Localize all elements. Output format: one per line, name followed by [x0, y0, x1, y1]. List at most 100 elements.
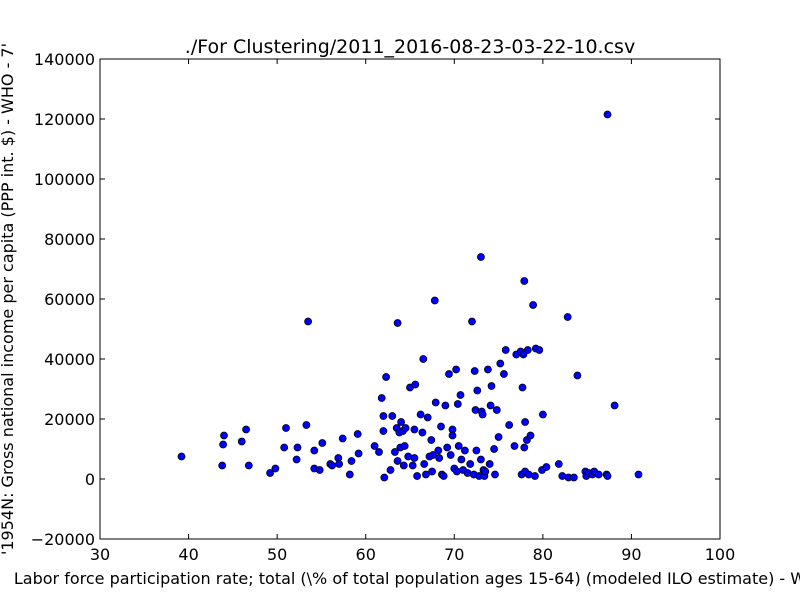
- data-point: [400, 442, 409, 450]
- data-point: [413, 472, 422, 480]
- data-point: [518, 383, 527, 392]
- data-point: [492, 406, 501, 414]
- data-points: [177, 110, 643, 482]
- data-point: [421, 470, 430, 479]
- data-point: [610, 401, 619, 410]
- x-tick-label: 50: [267, 545, 287, 564]
- data-point: [594, 470, 603, 479]
- data-point: [427, 436, 436, 444]
- data-point: [377, 394, 386, 402]
- data-point: [520, 277, 529, 285]
- data-point: [390, 448, 399, 456]
- data-point: [483, 365, 492, 374]
- data-point: [439, 472, 448, 480]
- x-tick-label: 80: [533, 545, 553, 564]
- data-point: [485, 460, 494, 468]
- data-point: [448, 431, 457, 440]
- data-point: [338, 434, 347, 443]
- data-point: [411, 380, 420, 389]
- data-point: [443, 443, 452, 452]
- data-point: [437, 422, 445, 431]
- data-point: [470, 367, 479, 375]
- data-point: [428, 467, 437, 476]
- data-point: [370, 442, 379, 450]
- data-point: [282, 424, 290, 432]
- data-point: [379, 427, 388, 435]
- data-point: [481, 467, 490, 476]
- chart-title: ./For Clustering/2011_2016-08-23-03-22-1…: [185, 36, 635, 58]
- x-tick-label: 90: [621, 545, 641, 564]
- data-point: [472, 446, 481, 455]
- data-point: [431, 398, 440, 407]
- data-point: [244, 461, 253, 470]
- x-tick-label: 70: [444, 545, 464, 564]
- data-point: [473, 386, 482, 395]
- data-point: [456, 391, 465, 399]
- data-point: [292, 455, 301, 464]
- data-point: [219, 440, 228, 449]
- data-point: [380, 473, 389, 482]
- data-point: [386, 466, 395, 474]
- data-point: [328, 461, 337, 470]
- data-point: [318, 439, 327, 447]
- x-tick-label: 40: [178, 545, 198, 564]
- data-point: [446, 451, 455, 459]
- data-point: [397, 418, 406, 426]
- data-point: [531, 472, 539, 480]
- data-point: [435, 454, 444, 462]
- data-point: [445, 370, 453, 378]
- data-point: [521, 418, 529, 426]
- data-point: [487, 382, 496, 390]
- data-point: [315, 466, 324, 474]
- data-point: [388, 412, 397, 420]
- data-point: [491, 470, 499, 479]
- data-point: [634, 470, 643, 479]
- data-point: [494, 433, 503, 441]
- x-axis-label: Labor force participation rate; total (\…: [14, 569, 800, 588]
- x-tick-label: 30: [90, 545, 110, 564]
- y-axis-label: '1954N: Gross national income per capita…: [0, 43, 17, 555]
- y-tick-label: 100000: [34, 170, 95, 189]
- data-point: [520, 443, 529, 452]
- data-point: [220, 431, 228, 440]
- data-point: [408, 461, 417, 470]
- data-point: [476, 455, 485, 464]
- y-tick-label: −20000: [31, 530, 95, 549]
- data-point: [293, 443, 302, 452]
- data-point: [419, 355, 428, 363]
- data-point: [430, 296, 439, 305]
- data-point: [302, 421, 311, 429]
- data-point: [529, 301, 537, 309]
- data-point: [573, 371, 582, 380]
- data-point: [441, 401, 450, 410]
- data-point: [177, 452, 186, 461]
- data-point: [280, 443, 289, 452]
- data-point: [496, 359, 505, 368]
- data-point: [499, 370, 508, 378]
- data-point: [310, 446, 319, 455]
- data-point: [466, 460, 475, 468]
- data-point: [510, 442, 519, 450]
- data-point: [335, 460, 344, 468]
- data-point: [416, 410, 425, 419]
- data-point: [454, 442, 463, 450]
- data-point: [237, 437, 246, 446]
- data-point: [457, 455, 466, 464]
- x-tick-label: 60: [356, 545, 376, 564]
- data-point: [486, 401, 495, 410]
- data-point: [393, 319, 402, 327]
- data-point: [452, 365, 461, 374]
- data-point: [554, 460, 563, 468]
- data-point: [490, 445, 499, 453]
- data-point: [347, 457, 356, 465]
- y-axis-ticks: −20000 0 20000 40000 60000 80000 100000 120000 1…: [31, 50, 720, 549]
- x-tick-label: 100: [705, 545, 736, 564]
- data-point: [539, 410, 547, 419]
- x-axis-ticks: 30 40 50 60 70 80 90 100: [90, 59, 735, 564]
- data-point: [242, 425, 251, 434]
- y-tick-label: 120000: [34, 110, 95, 129]
- data-point: [460, 446, 469, 455]
- data-point: [345, 470, 354, 479]
- y-tick-label: 60000: [44, 290, 95, 309]
